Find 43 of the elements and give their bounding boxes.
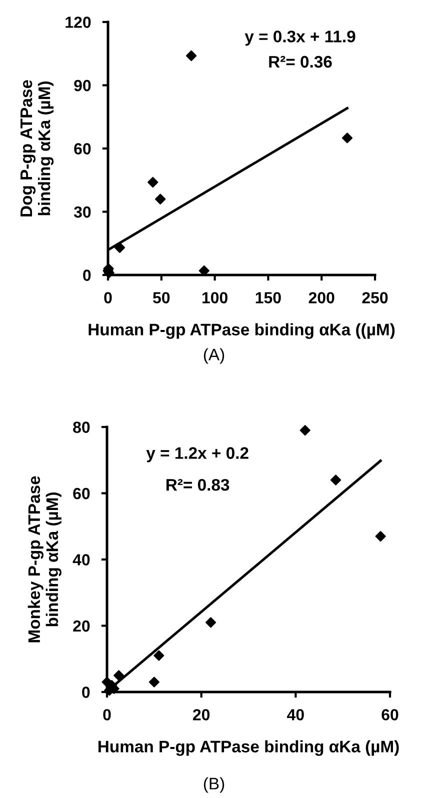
point: [113, 670, 124, 681]
text: (A): [204, 348, 224, 364]
y-tick-label: 0: [82, 686, 90, 698]
point: [342, 132, 353, 144]
x-tick-label: 150: [256, 292, 281, 304]
x-tick-label: 0: [104, 292, 112, 304]
point: [186, 50, 197, 62]
point: [155, 194, 166, 204]
x-tick-label: 200: [308, 292, 334, 304]
annotation: y = 1.2x + 0.2: [146, 447, 248, 462]
y-axis-title: Dog P-gp ATPase binding αKa (µM): [20, 80, 54, 216]
annotation: y = 0.3x + 11.9: [244, 30, 356, 46]
y-tick-label: 90: [74, 80, 91, 92]
point: [198, 265, 210, 276]
annotation: R²= 0.83: [166, 478, 230, 491]
point: [148, 676, 160, 688]
y-tick-label: 80: [73, 422, 90, 433]
x-tick-label: 60: [382, 709, 398, 720]
point: [154, 650, 164, 661]
point: [114, 242, 126, 253]
y-tick-label: 0: [83, 270, 91, 281]
y-tick-label: 20: [73, 620, 90, 632]
text: (B): [204, 777, 224, 793]
x-tick-label: 20: [193, 709, 210, 720]
point: [205, 617, 216, 628]
x-tick-label: 100: [202, 292, 228, 304]
x-axis-title: Human P-gp ATPase binding αKa (µM): [98, 740, 399, 756]
y-tick-label: 120: [66, 16, 91, 28]
y-tick-label: 40: [72, 554, 90, 566]
annotation: R²= 0.36: [269, 56, 332, 68]
y-tick-label: 60: [74, 143, 91, 154]
x-tick-label: 50: [153, 292, 170, 304]
y-axis-title: Monkey P-gp ATPase binding αKa (µM): [28, 476, 62, 642]
point: [330, 474, 342, 486]
y-tick-label: 60: [73, 488, 90, 500]
point: [375, 531, 386, 542]
x-tick-label: 0: [103, 709, 111, 720]
x-axis-title: Human P-gp ATPase binding αKa ((µM): [88, 323, 395, 339]
x-tick-label: 40: [287, 709, 304, 720]
point: [148, 176, 158, 188]
x-tick-label: 250: [362, 292, 388, 304]
point: [300, 425, 310, 436]
y-tick-label: 30: [74, 206, 91, 218]
